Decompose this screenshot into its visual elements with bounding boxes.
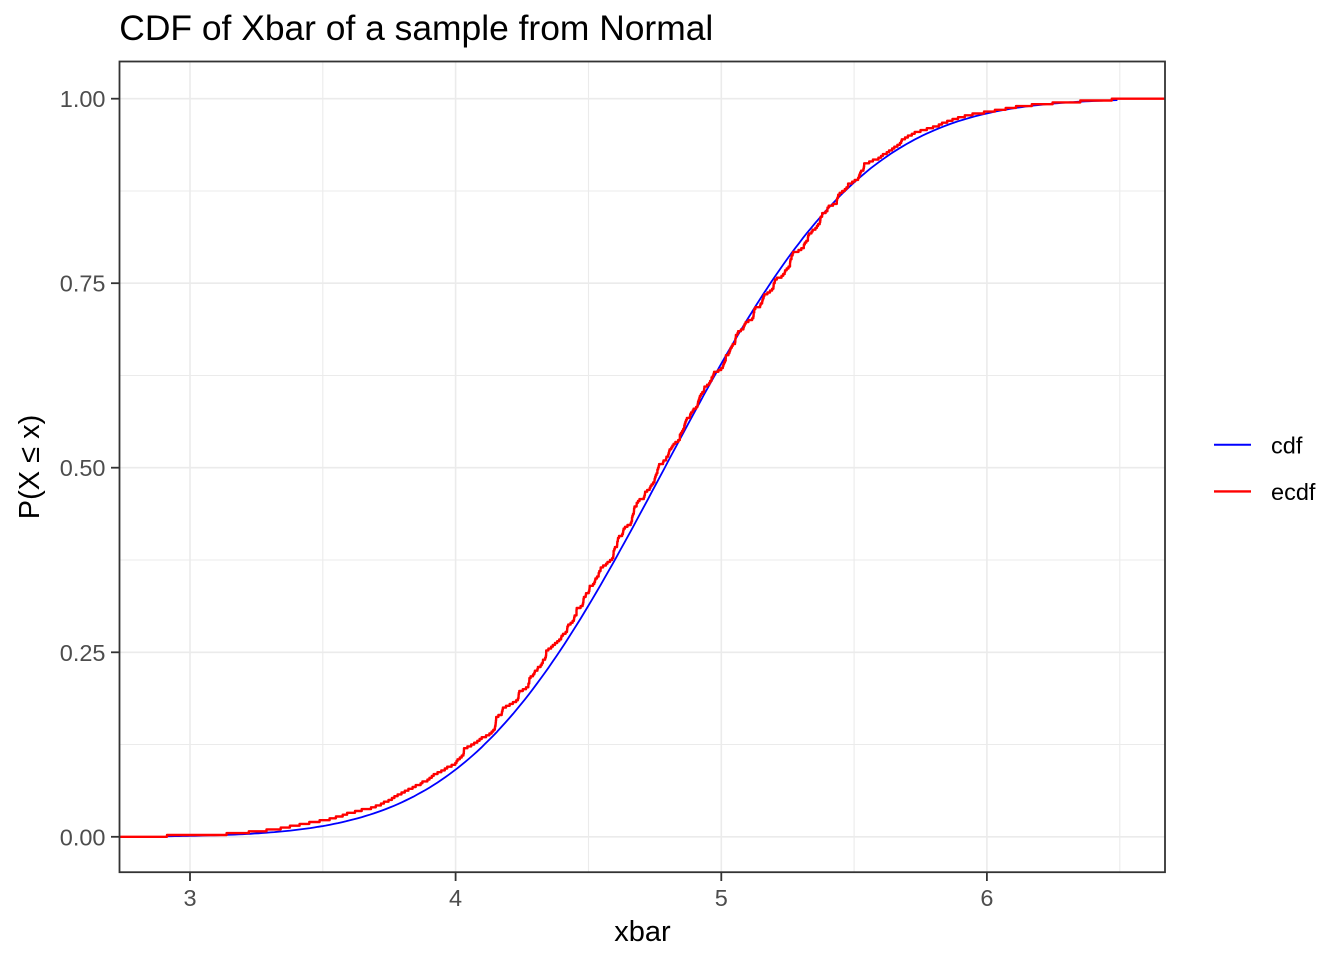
svg-text:cdf: cdf <box>1271 433 1303 459</box>
svg-text:xbar: xbar <box>614 916 671 948</box>
svg-text:ecdf: ecdf <box>1271 479 1316 505</box>
svg-text:1.00: 1.00 <box>60 86 106 112</box>
svg-text:0.25: 0.25 <box>60 640 106 666</box>
svg-text:5: 5 <box>715 885 728 911</box>
svg-text:6: 6 <box>980 885 993 911</box>
svg-text:P(X ≤ x): P(X ≤ x) <box>14 415 46 520</box>
svg-text:0.00: 0.00 <box>60 824 106 850</box>
svg-text:0.75: 0.75 <box>60 271 106 297</box>
svg-text:0.50: 0.50 <box>60 455 106 481</box>
svg-text:4: 4 <box>449 885 462 911</box>
svg-text:3: 3 <box>183 885 196 911</box>
svg-text:CDF of Xbar of a sample from N: CDF of Xbar of a sample from Normal <box>119 8 713 48</box>
